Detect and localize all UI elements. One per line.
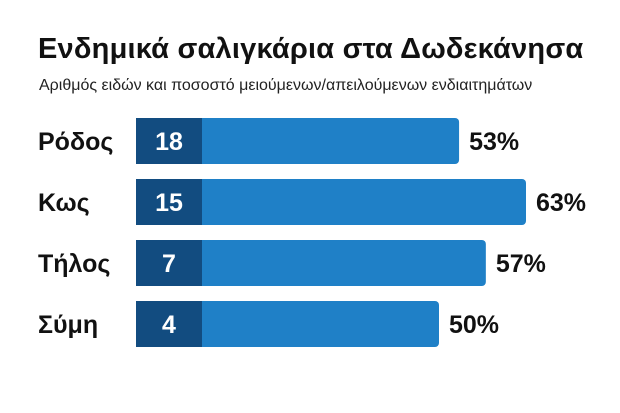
category-label: Κως: [38, 189, 90, 217]
bar-value-box: [136, 301, 202, 347]
bar-value-box: [136, 179, 202, 225]
bar: [136, 118, 460, 164]
category-label: Σύμη: [38, 311, 98, 339]
species-count-label: 15: [155, 189, 183, 217]
bar-value-box: [136, 240, 202, 286]
species-count-label: 18: [155, 128, 183, 156]
percent-label: 63%: [536, 189, 586, 217]
category-label: Ρόδος: [38, 128, 113, 156]
species-count-label: 7: [162, 250, 176, 278]
percent-label: 50%: [449, 311, 499, 339]
chart-title: Ενδημικά σαλιγκάρια στα Δωδεκάνησα: [38, 33, 584, 65]
percent-label: 53%: [469, 128, 519, 156]
percent-label: 57%: [496, 250, 546, 278]
species-count-label: 4: [162, 311, 176, 339]
bar: [136, 179, 526, 225]
bar-value-box: [136, 118, 202, 164]
chart-subtitle: Αριθμός ειδών και ποσοστό μειούμενων/απε…: [39, 77, 533, 94]
category-label: Τήλος: [38, 250, 110, 278]
bar: [136, 240, 486, 286]
bar: [136, 301, 439, 347]
